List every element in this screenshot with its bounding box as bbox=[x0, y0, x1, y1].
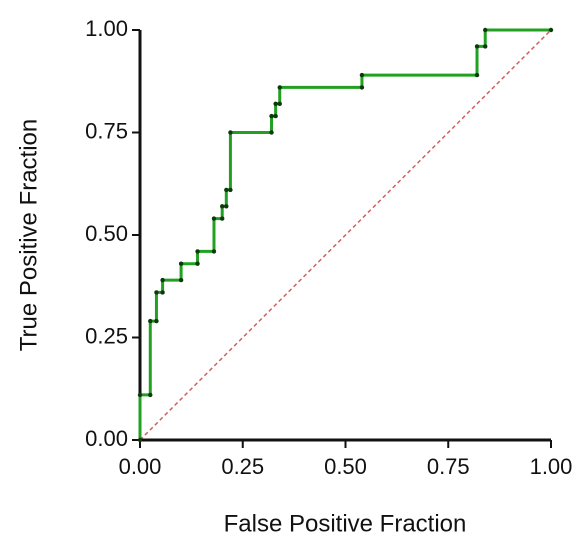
y-tick-label: 0.00 bbox=[85, 426, 128, 451]
roc-point bbox=[359, 85, 365, 90]
roc-point bbox=[211, 216, 217, 221]
roc-point bbox=[277, 85, 282, 90]
roc-point bbox=[277, 101, 282, 107]
roc-point bbox=[359, 72, 365, 78]
roc-point bbox=[160, 290, 165, 295]
x-tick-label: 0.50 bbox=[324, 454, 367, 479]
roc-point bbox=[220, 204, 225, 209]
roc-point bbox=[137, 437, 143, 443]
roc-point bbox=[148, 392, 153, 398]
roc-point bbox=[160, 277, 165, 283]
roc-point bbox=[178, 277, 184, 283]
roc-point bbox=[474, 44, 480, 49]
y-tick-label: 0.25 bbox=[85, 323, 128, 348]
roc-point bbox=[548, 27, 554, 33]
x-tick-label: 0.75 bbox=[427, 454, 470, 479]
roc-point bbox=[228, 130, 233, 135]
roc-point bbox=[474, 72, 480, 78]
roc-point bbox=[178, 261, 184, 266]
x-tick-label: 0.25 bbox=[221, 454, 264, 479]
roc-point bbox=[483, 27, 488, 33]
roc-point bbox=[273, 101, 278, 107]
roc-point bbox=[220, 216, 225, 221]
reference-line bbox=[139, 29, 552, 441]
roc-point bbox=[483, 44, 488, 49]
y-axis-title: True Positive Fraction bbox=[15, 119, 42, 352]
roc-point bbox=[195, 249, 200, 254]
x-axis-title: False Positive Fraction bbox=[224, 510, 467, 537]
roc-point bbox=[211, 249, 217, 254]
roc-point bbox=[273, 113, 278, 119]
y-tick-label: 0.50 bbox=[85, 221, 128, 246]
roc-point bbox=[224, 204, 229, 209]
x-tick-label: 1.00 bbox=[530, 454, 573, 479]
roc-point bbox=[228, 187, 233, 193]
roc-point bbox=[224, 187, 229, 193]
roc-point bbox=[269, 113, 274, 119]
x-tick-label: 0.00 bbox=[119, 454, 162, 479]
roc-point bbox=[148, 318, 153, 324]
roc-point bbox=[269, 130, 274, 135]
roc-point bbox=[154, 290, 159, 295]
roc-point bbox=[137, 392, 143, 398]
y-tick-label: 0.75 bbox=[85, 118, 128, 143]
roc-point bbox=[154, 318, 159, 324]
roc-point bbox=[195, 261, 200, 266]
y-tick-label: 1.00 bbox=[85, 16, 128, 41]
